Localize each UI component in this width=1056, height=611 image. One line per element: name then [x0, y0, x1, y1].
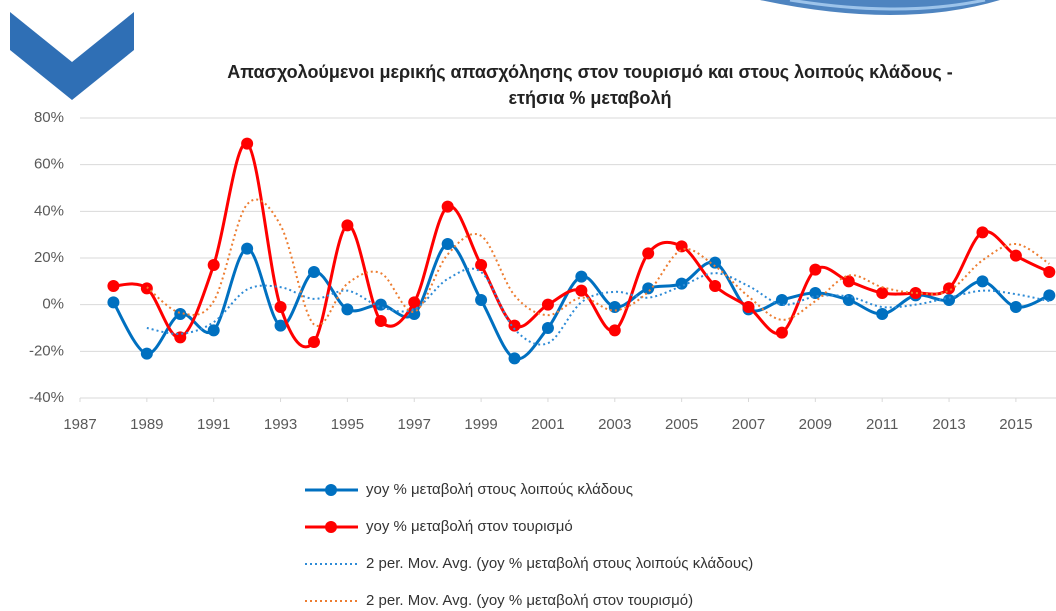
- data-point: [207, 259, 220, 271]
- x-tick-label: 1987: [63, 416, 96, 433]
- data-point: [508, 319, 521, 332]
- data-point: [307, 266, 320, 278]
- series-line: [113, 142, 1050, 349]
- data-point: [642, 282, 655, 295]
- data-point: [1009, 301, 1022, 313]
- legend-label: yoy % μεταβολή στους λοιπούς κλάδους: [366, 481, 633, 498]
- data-point: [508, 352, 521, 365]
- x-tick-label: 1995: [331, 416, 364, 433]
- data-point: [709, 280, 722, 292]
- data-point: [475, 294, 488, 306]
- data-point: [341, 219, 354, 232]
- x-tick-label: 1989: [130, 416, 163, 433]
- series-line: [112, 242, 1050, 361]
- data-point: [441, 200, 454, 213]
- data-point: [475, 259, 488, 271]
- y-tick-label: -20%: [29, 342, 64, 359]
- data-point: [909, 287, 922, 299]
- data-point: [274, 319, 287, 332]
- y-tick-label: -40%: [29, 389, 64, 406]
- legend-marker: [325, 521, 337, 533]
- y-tick-label: 40%: [34, 202, 64, 219]
- legend-label: 2 per. Mov. Avg. (yoy % μεταβολή στον το…: [366, 592, 693, 609]
- data-point: [943, 282, 956, 295]
- x-tick-label: 2003: [598, 416, 631, 433]
- data-point: [642, 247, 655, 260]
- moving-average-line: [146, 198, 1050, 327]
- x-tick-label: 2011: [866, 416, 898, 433]
- data-point: [809, 287, 822, 299]
- x-tick-label: 1999: [464, 416, 497, 433]
- data-point: [1043, 289, 1056, 302]
- legend-item: yoy % μεταβολή στους λοιπούς κλάδους: [305, 481, 633, 498]
- data-point: [541, 298, 554, 311]
- data-point: [541, 322, 554, 334]
- data-point: [742, 301, 755, 313]
- data-point: [174, 331, 187, 344]
- data-point: [675, 277, 688, 290]
- data-point: [408, 296, 421, 309]
- data-point: [207, 324, 220, 337]
- data-point: [876, 308, 889, 320]
- decor-arc-highlight: [789, 0, 986, 11]
- y-tick-label: 60%: [34, 156, 64, 173]
- data-point: [374, 315, 387, 327]
- x-tick-label: 1991: [197, 416, 230, 433]
- data-point: [608, 324, 621, 337]
- x-tick-label: 1993: [264, 416, 297, 433]
- x-tick-label: 2001: [531, 416, 564, 433]
- data-point: [241, 137, 254, 150]
- data-point: [775, 294, 788, 306]
- x-tick-label: 2013: [932, 416, 965, 433]
- data-point: [441, 238, 454, 250]
- chart-title: Απασχολούμενοι μερικής απασχόλησης στον …: [227, 62, 952, 82]
- chart-title: ετήσια % μεταβολή: [508, 88, 671, 108]
- data-point: [307, 336, 320, 348]
- data-point: [675, 240, 688, 253]
- legend-item: 2 per. Mov. Avg. (yoy % μεταβολή στον το…: [305, 592, 693, 609]
- data-point: [709, 256, 722, 269]
- chevron-icon: [10, 12, 134, 100]
- legend-marker: [325, 484, 337, 496]
- data-point: [842, 294, 855, 306]
- data-point: [842, 275, 855, 288]
- x-tick-label: 2005: [665, 416, 698, 433]
- data-point: [274, 301, 287, 313]
- x-tick-label: 2009: [799, 416, 832, 433]
- x-tick-label: 1997: [398, 416, 431, 433]
- data-point: [876, 287, 889, 299]
- y-tick-label: 20%: [34, 249, 64, 266]
- data-point: [575, 284, 588, 297]
- data-point: [775, 326, 788, 339]
- data-point: [976, 226, 989, 239]
- data-point: [140, 347, 153, 360]
- legend-item: yoy % μεταβολή στον τουρισμό: [305, 518, 573, 535]
- data-point: [575, 270, 588, 283]
- data-point: [107, 296, 120, 309]
- data-point: [809, 263, 822, 276]
- data-point: [976, 275, 989, 288]
- legend-label: 2 per. Mov. Avg. (yoy % μεταβολή στους λ…: [366, 555, 753, 572]
- y-tick-label: 80%: [34, 109, 64, 126]
- data-point: [341, 303, 354, 316]
- x-tick-label: 2015: [999, 416, 1032, 433]
- data-point: [1009, 249, 1022, 262]
- data-point: [241, 242, 254, 255]
- data-point: [943, 294, 956, 306]
- legend-item: 2 per. Mov. Avg. (yoy % μεταβολή στους λ…: [305, 555, 753, 572]
- data-point: [1043, 266, 1056, 278]
- legend-label: yoy % μεταβολή στον τουρισμό: [366, 518, 573, 535]
- x-tick-label: 2007: [732, 416, 765, 433]
- data-point: [174, 308, 187, 320]
- y-tick-label: 0%: [42, 296, 64, 313]
- data-point: [107, 280, 120, 292]
